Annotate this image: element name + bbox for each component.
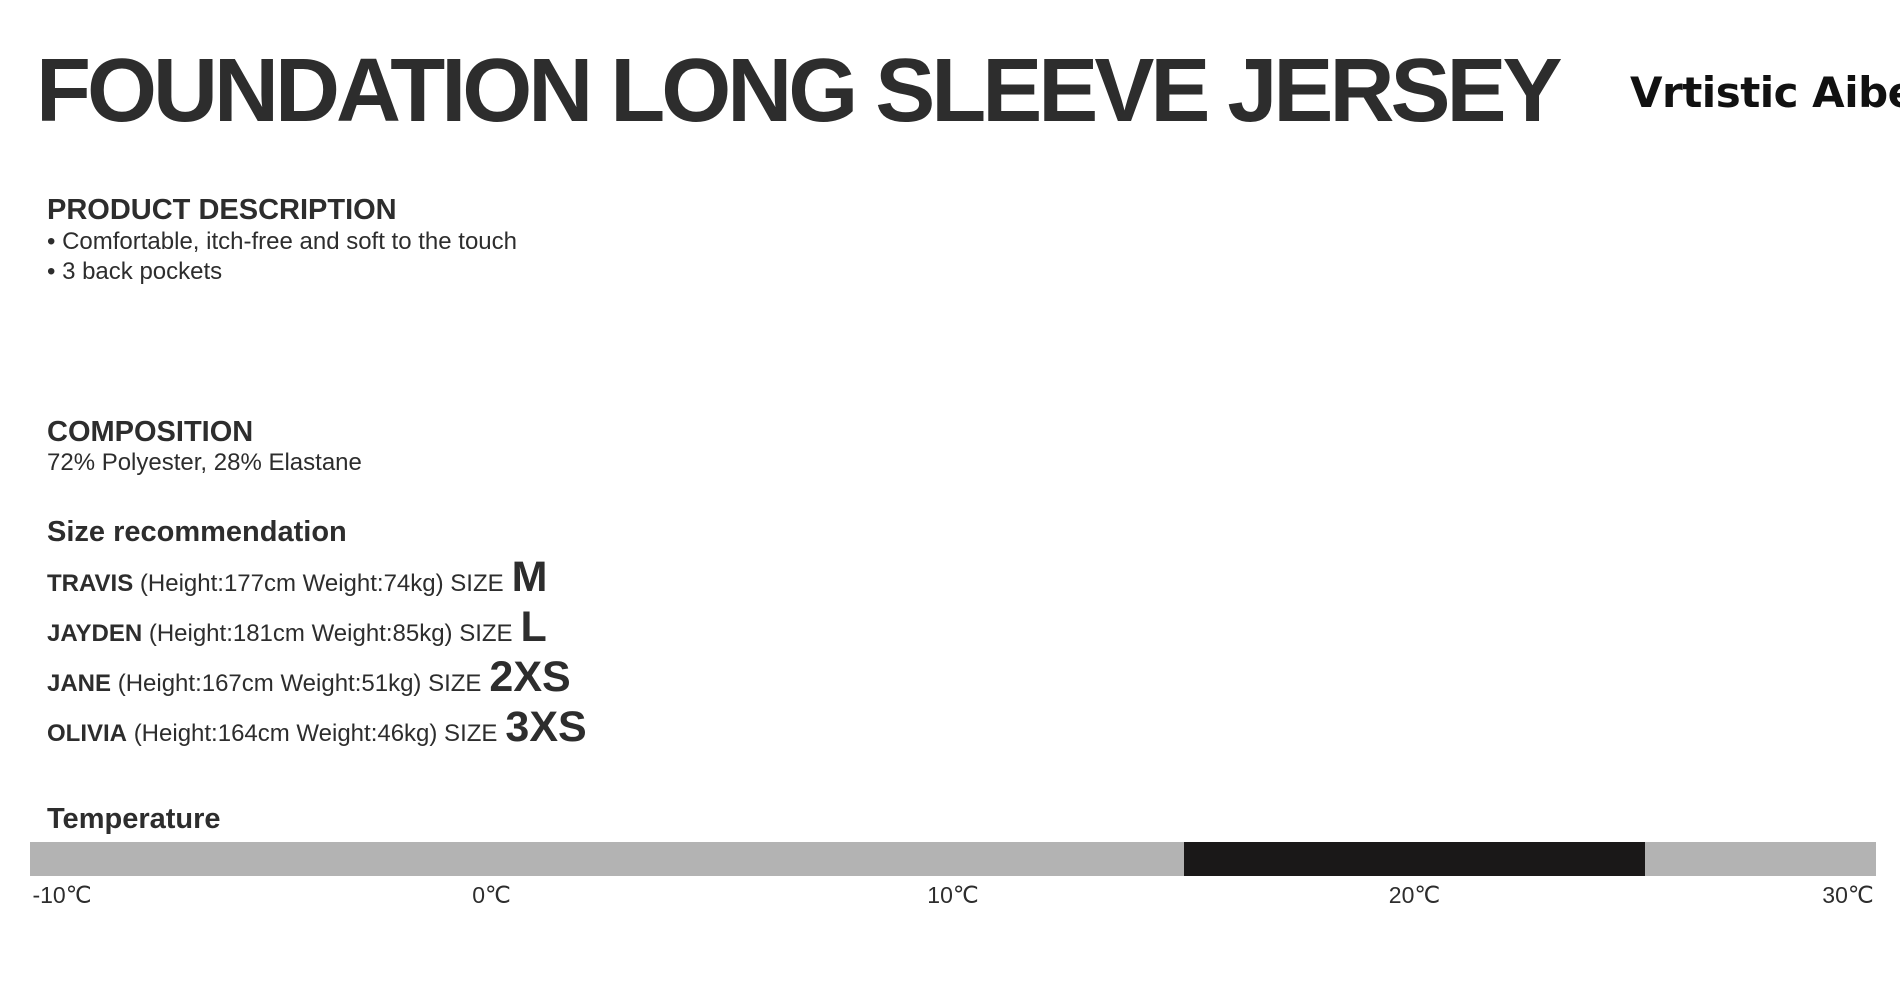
- model-details: (Height:167cm Weight:51kg) SIZE: [117, 670, 482, 697]
- temperature-tick-label: 30℃: [1822, 882, 1874, 908]
- product-description-heading: PRODUCT DESCRIPTION: [47, 194, 397, 226]
- brand-logo: Vrtistic Aibe®: [1630, 72, 1900, 114]
- size-row: JANE (Height:167cm Weight:51kg) SIZE 2XS: [47, 656, 571, 699]
- size-recommendation-heading: Size recommendation: [47, 516, 347, 548]
- temperature-heading: Temperature: [47, 803, 221, 835]
- temperature-scale-bar: [30, 842, 1876, 876]
- description-bullet: • 3 back pockets: [47, 258, 223, 285]
- composition-heading: COMPOSITION: [47, 416, 254, 448]
- model-name: TRAVIS: [47, 570, 134, 597]
- composition-text: 72% Polyester, 28% Elastane: [47, 449, 362, 476]
- model-details: (Height:181cm Weight:85kg) SIZE: [148, 620, 513, 647]
- model-name: JAYDEN: [47, 620, 143, 647]
- temperature-tick-label: 20℃: [1388, 882, 1441, 908]
- size-row: JAYDEN (Height:181cm Weight:85kg) SIZE L: [47, 606, 547, 649]
- model-name: JANE: [47, 670, 112, 697]
- model-size: L: [520, 603, 547, 651]
- temperature-tick-label: -10℃: [32, 882, 92, 908]
- size-row: TRAVIS (Height:177cm Weight:74kg) SIZE M: [47, 556, 547, 599]
- size-row: OLIVIA (Height:164cm Weight:46kg) SIZE 3X…: [47, 706, 587, 749]
- page-title: FOUNDATION LONG SLEEVE JERSEY: [36, 41, 1563, 141]
- model-details: (Height:177cm Weight:74kg) SIZE: [139, 570, 504, 597]
- temperature-recommended-range: [1183, 842, 1646, 876]
- model-details: (Height:164cm Weight:46kg) SIZE: [133, 720, 498, 747]
- temperature-tick-label: 0℃: [472, 882, 511, 908]
- model-size: M: [511, 553, 548, 601]
- model-name: OLIVIA: [47, 720, 128, 747]
- model-size: 2XS: [489, 653, 571, 701]
- model-size: 3XS: [505, 703, 587, 751]
- logo-text: Vrtistic Aibe: [1630, 68, 1900, 117]
- temperature-tick-label: 10℃: [927, 882, 979, 908]
- description-bullet: • Comfortable, itch-free and soft to the…: [47, 228, 517, 255]
